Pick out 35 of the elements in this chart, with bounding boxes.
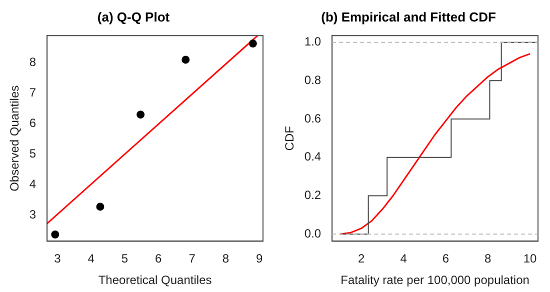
- x-tick-label: 8: [484, 252, 492, 266]
- y-tick-label: 1.0: [304, 34, 322, 49]
- y-tick-label: 6: [29, 116, 36, 130]
- point: [136, 110, 145, 119]
- x-tick-label: 8: [222, 252, 230, 266]
- y-axis-title: Observed Quantiles: [8, 85, 22, 192]
- y-tick-label: 0.8: [304, 72, 322, 87]
- y-tick-label: 0.0: [304, 226, 322, 240]
- y-tick-label: 4: [29, 176, 36, 191]
- point: [248, 40, 257, 48]
- y-tick-label: 3: [29, 207, 36, 222]
- y-axis-title: CDF: [282, 126, 297, 151]
- x-tick-label: 9: [256, 252, 263, 266]
- y-tick-label: 8: [29, 54, 36, 69]
- x-tick-label: 7: [188, 252, 196, 266]
- x-tick-label: 3: [54, 252, 62, 266]
- point: [182, 56, 190, 64]
- y-tick-label: 7: [29, 85, 36, 100]
- point: [51, 230, 60, 238]
- y-tick-label: 0.2: [304, 188, 322, 202]
- x-tick-label: 6: [442, 252, 450, 266]
- point: [96, 202, 104, 211]
- chart-title: (a) Q-Q Plot: [97, 9, 170, 24]
- chart-title: (b) Empirical and Fitted CDF: [321, 9, 496, 24]
- x-axis-title: Fatality rate per 100,000 population: [340, 273, 530, 288]
- y-tick-label: 5: [29, 146, 36, 160]
- x-tick-label: 6: [155, 252, 162, 266]
- x-tick-label: 5: [121, 252, 128, 266]
- x-tick-label: 4: [88, 252, 95, 266]
- x-tick-label: 4: [400, 252, 408, 266]
- y-tick-label: 0.6: [304, 111, 322, 126]
- y-tick-label: 0.4: [304, 150, 322, 164]
- x-tick-label: 10: [523, 252, 537, 266]
- x-axis-title: Theoretical Quantiles: [98, 273, 212, 288]
- x-tick-label: 2: [358, 252, 366, 266]
